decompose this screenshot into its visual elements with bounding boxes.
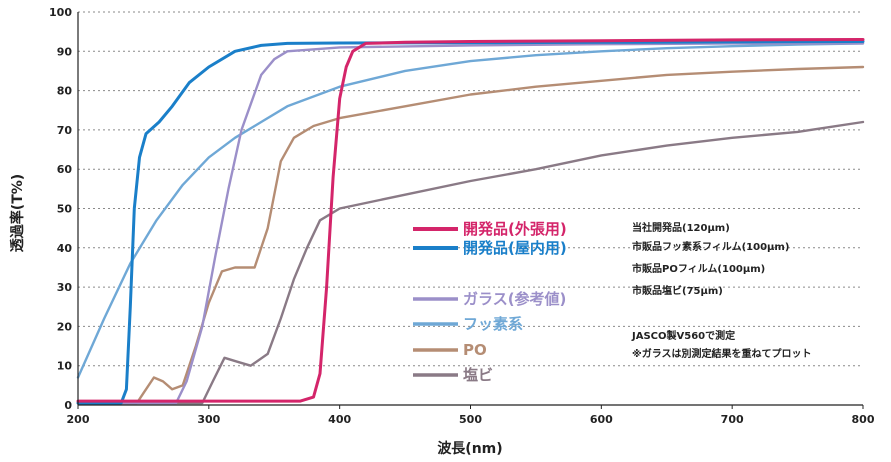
- legend-label: ガラス(参考値): [463, 290, 566, 308]
- y-tick-label: 40: [57, 242, 73, 255]
- x-tick-label: 400: [328, 413, 351, 426]
- series-line-3: [76, 42, 865, 379]
- x-tick-label: 500: [459, 413, 482, 426]
- annotation-text: 市販品フッ素系フィルム(100μm): [632, 240, 789, 253]
- series-group: [76, 38, 865, 405]
- legend-label: PO: [463, 341, 487, 359]
- annotations: 当社開発品(120μm) 市販品フッ素系フィルム(100μm) 市販品POフィルム(…: [631, 221, 812, 360]
- y-tick-label: 80: [57, 85, 73, 98]
- legend-label: フッ素系: [463, 315, 523, 333]
- x-axis-ticks: 200 300 400 500 600 700 800: [67, 405, 875, 426]
- y-tick-label: 100: [49, 6, 72, 19]
- annotation-text: ※ガラスは別測定結果を重ねてプロット: [632, 347, 812, 360]
- y-tick-label: 50: [57, 203, 73, 216]
- y-axis-label: 透過率(T%): [9, 174, 26, 252]
- legend-label: 塩ビ: [463, 366, 493, 384]
- annotation-text: 市販品塩ビ(75μm): [632, 284, 723, 297]
- series-line-0: [76, 38, 865, 403]
- x-tick-label: 700: [721, 413, 744, 426]
- y-axis-ticks: 0 10 20 30 40 50 60 70 80 90 100: [49, 6, 72, 412]
- y-tick-label: 10: [57, 360, 73, 373]
- x-tick-label: 200: [67, 413, 90, 426]
- x-axis-label: 波長(nm): [437, 440, 502, 457]
- y-tick-label: 0: [64, 399, 72, 412]
- legend-label: 開発品(屋内用): [463, 239, 567, 257]
- series-line-5: [76, 120, 865, 405]
- x-tick-label: 300: [197, 413, 220, 426]
- y-tick-label: 20: [57, 320, 73, 333]
- series-line-2: [76, 42, 865, 405]
- series-line-4: [76, 65, 865, 405]
- x-tick-label: 600: [590, 413, 613, 426]
- x-tick-label: 800: [852, 413, 875, 426]
- annotation-text: JASCO製V560で測定: [631, 329, 735, 342]
- y-tick-label: 70: [57, 124, 73, 137]
- y-tick-label: 30: [57, 281, 73, 294]
- grid-lines: [78, 11, 863, 367]
- annotation-text: 当社開発品(120μm): [632, 221, 730, 234]
- y-tick-label: 90: [57, 45, 73, 58]
- legend: 開発品(外張用)開発品(屋内用) ガラス(参考値) フッ素系 PO 塩ビ: [413, 220, 567, 384]
- annotation-text: 市販品POフィルム(100μm): [632, 262, 765, 275]
- legend-label: 開発品(外張用): [463, 220, 567, 238]
- y-tick-label: 60: [57, 163, 73, 176]
